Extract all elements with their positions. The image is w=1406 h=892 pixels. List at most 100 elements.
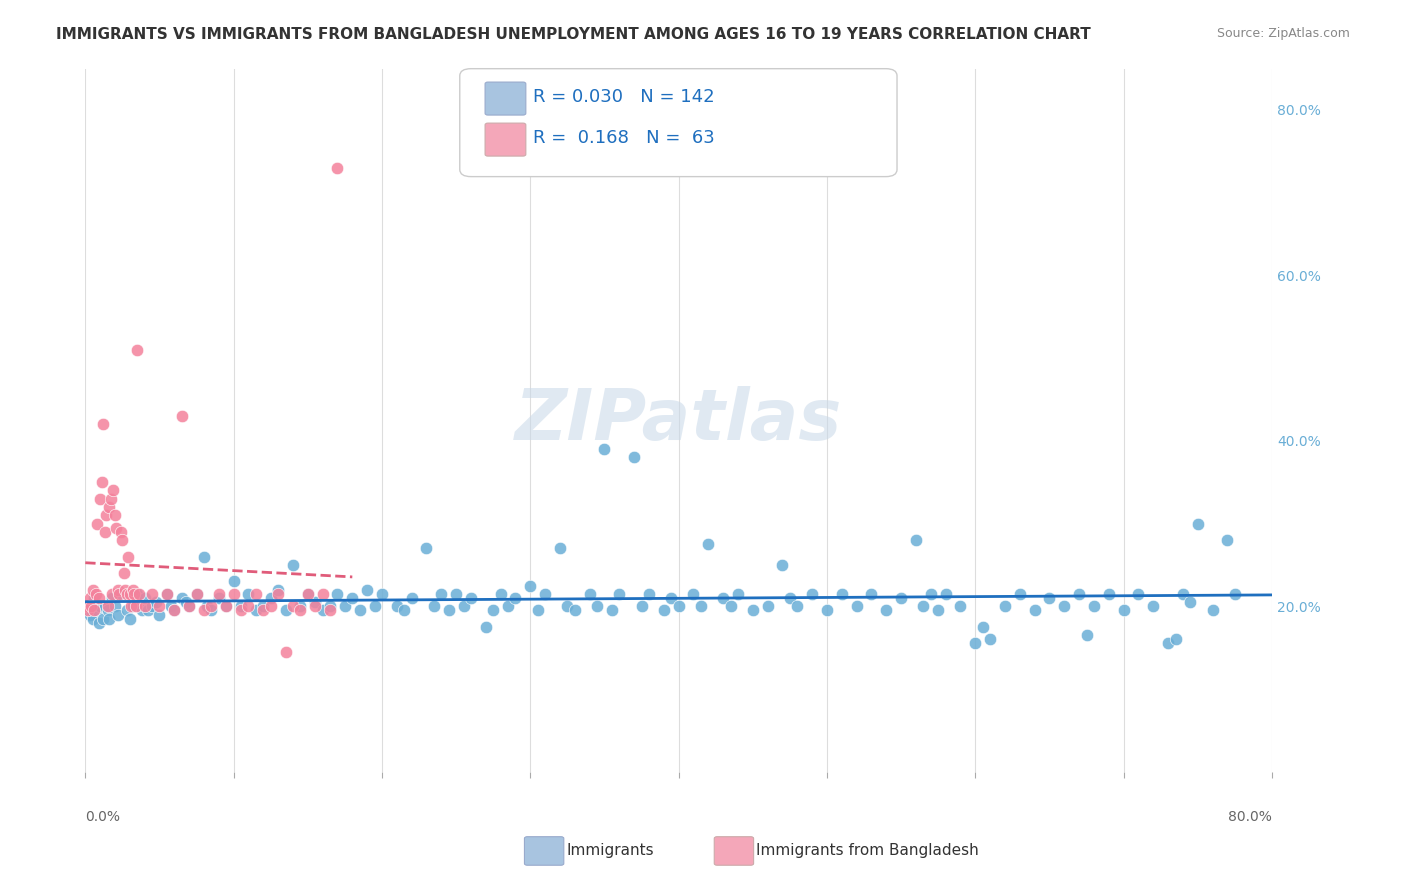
Point — [83, 591, 105, 605]
Point — [215, 599, 238, 614]
Point — [548, 541, 571, 556]
Point — [1038, 591, 1060, 605]
Point — [1157, 636, 1180, 650]
Point — [245, 603, 267, 617]
Point — [82, 582, 104, 597]
Point — [83, 603, 105, 617]
Point — [193, 603, 215, 617]
Point — [200, 599, 222, 614]
Point — [772, 558, 794, 572]
Point — [91, 417, 114, 432]
Point — [238, 587, 260, 601]
Point — [134, 591, 156, 605]
Point — [912, 599, 935, 614]
Point — [534, 587, 557, 601]
Point — [208, 587, 231, 601]
Point — [215, 599, 238, 614]
Point — [600, 603, 623, 617]
Text: Immigrants from Bangladesh: Immigrants from Bangladesh — [756, 844, 979, 858]
Point — [76, 599, 98, 614]
Point — [186, 587, 208, 601]
Point — [1187, 516, 1209, 531]
Point — [965, 636, 987, 650]
Point — [86, 516, 108, 531]
Point — [281, 599, 304, 614]
Point — [163, 603, 186, 617]
Point — [652, 603, 675, 617]
Point — [274, 603, 297, 617]
Point — [304, 595, 326, 609]
Point — [77, 603, 100, 617]
Point — [245, 587, 267, 601]
Point — [252, 599, 274, 614]
Point — [122, 587, 145, 601]
Point — [163, 603, 186, 617]
Point — [505, 591, 527, 605]
Point — [101, 587, 124, 601]
Point — [121, 582, 143, 597]
Point — [557, 599, 579, 614]
Point — [711, 591, 734, 605]
Point — [117, 549, 139, 564]
Point — [333, 599, 356, 614]
Point — [86, 603, 108, 617]
Point — [697, 537, 720, 551]
Point — [79, 591, 101, 605]
Point — [430, 587, 453, 601]
Point — [1112, 603, 1135, 617]
Point — [131, 603, 153, 617]
Point — [267, 582, 290, 597]
Point — [120, 599, 142, 614]
Point — [444, 587, 467, 601]
Point — [437, 603, 460, 617]
Point — [174, 595, 197, 609]
Point — [222, 574, 245, 589]
Point — [741, 603, 763, 617]
Point — [101, 591, 124, 605]
Point — [1201, 603, 1223, 617]
Point — [84, 599, 107, 614]
Text: R =  0.168   N =  63: R = 0.168 N = 63 — [533, 129, 714, 147]
Point — [972, 620, 994, 634]
Point — [1008, 587, 1031, 601]
Point — [111, 587, 134, 601]
Point — [267, 587, 290, 601]
Text: 80.0%: 80.0% — [1227, 810, 1272, 824]
Point — [356, 582, 378, 597]
Point — [91, 612, 114, 626]
Point — [801, 587, 824, 601]
Point — [87, 615, 110, 630]
Point — [94, 508, 117, 523]
Point — [115, 603, 138, 617]
Point — [107, 607, 129, 622]
Point — [935, 587, 957, 601]
Point — [475, 620, 498, 634]
Point — [111, 533, 134, 547]
Point — [260, 599, 283, 614]
Point — [1142, 599, 1164, 614]
Point — [98, 500, 121, 514]
Point — [80, 599, 103, 614]
Point — [927, 603, 949, 617]
Point — [274, 645, 297, 659]
Point — [195, 599, 218, 614]
Point — [179, 599, 201, 614]
Point — [105, 521, 128, 535]
Point — [229, 599, 252, 614]
Point — [96, 599, 118, 614]
Text: Immigrants: Immigrants — [567, 844, 654, 858]
Point — [118, 612, 141, 626]
Point — [415, 541, 437, 556]
Point — [290, 603, 312, 617]
Point — [141, 599, 163, 614]
Point — [1053, 599, 1076, 614]
Point — [127, 343, 149, 357]
Text: R = 0.030   N = 142: R = 0.030 N = 142 — [533, 88, 714, 106]
Point — [222, 587, 245, 601]
Point — [93, 524, 115, 539]
Point — [127, 587, 149, 601]
Point — [96, 603, 118, 617]
Point — [1069, 587, 1091, 601]
Point — [638, 587, 661, 601]
Point — [401, 591, 423, 605]
